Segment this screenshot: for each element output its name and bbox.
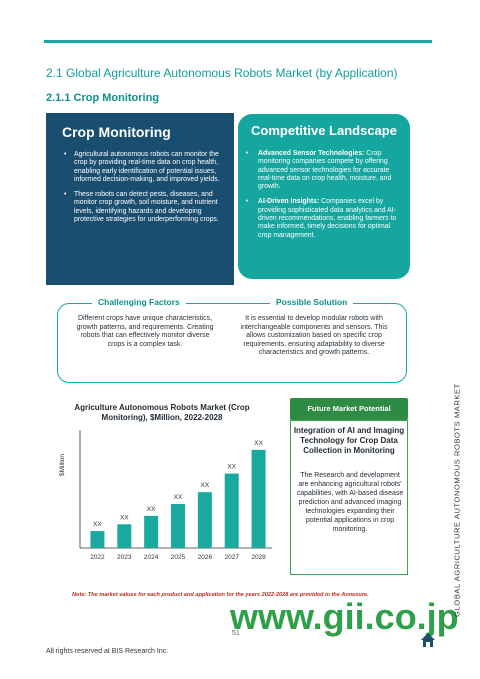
competitive-landscape-title: Competitive Landscape <box>251 123 397 138</box>
annexure-note: Note: The market values for each product… <box>72 592 369 598</box>
chart-bar-2024 <box>144 515 159 548</box>
possible-solution-label: Possible Solution <box>270 297 354 307</box>
home-icon[interactable] <box>420 632 436 648</box>
chart-data-label: XX <box>174 494 183 501</box>
factors-box <box>57 303 407 383</box>
chart-data-label: XX <box>93 521 102 528</box>
chart-bar-2025 <box>171 504 185 548</box>
bullet-text: Companies excel by providing sophisticat… <box>258 198 397 239</box>
copyright: All rights reserved at BIS Research Inc. <box>46 648 169 655</box>
chart-x-tick-label: 2027 <box>224 554 239 561</box>
bullet-heading: AI-Driven Insights: <box>258 198 320 206</box>
chart-data-label: XX <box>254 440 263 447</box>
challenging-factors-text: Different crops have unique characterist… <box>76 315 214 348</box>
chart-data-label: XX <box>227 464 236 471</box>
bullet-text: Crop monitoring companies compete by off… <box>258 150 392 191</box>
bar-chart: $Million XX 2022 XX 2023 XX 2024 XX 2025 XX 2026 X… <box>59 430 272 561</box>
chart-data-label: XX <box>201 482 210 489</box>
page-number: 51 <box>232 630 240 637</box>
y-axis-label: $Million <box>59 454 66 476</box>
future-market-potential-box: Integration of AI and Imaging Technology… <box>290 420 408 575</box>
chart-x-tick-label: 2022 <box>90 554 105 561</box>
chart-x-tick-label: 2024 <box>144 554 159 561</box>
chart-x-tick-label: 2023 <box>117 554 132 561</box>
watermark: www.gii.co.jp <box>230 596 459 637</box>
side-running-title-text: GLOBAL AGRICULTURE AUTONOMOUS ROBOTS MAR… <box>452 383 462 617</box>
competitive-landscape-panel: Competitive Landscape Advanced Sensor Te… <box>238 114 410 279</box>
chart-bar-2028 <box>251 449 266 548</box>
bullet-heading: Advanced Sensor Technologies: <box>258 150 365 157</box>
crop-monitoring-panel: Crop Monitoring Agricultural autonomous … <box>46 113 234 285</box>
bullet-item: Agricultural autonomous robots can monit… <box>64 151 228 184</box>
bullet-item: AI-Driven Insights: Companies excel by p… <box>246 198 402 239</box>
bullet-item: Advanced Sensor Technologies: Crop monit… <box>246 150 402 191</box>
chart-title: Agriculture Autonomous Robots Market (Cr… <box>74 403 250 422</box>
chart-data-label: XX <box>120 514 129 521</box>
future-potential-body: The Research and development are enhanci… <box>296 472 404 533</box>
possible-solution-text: It is essential to develop modular robot… <box>240 315 388 357</box>
chart-bar-2022 <box>90 531 105 548</box>
chart-x-tick-label: 2026 <box>198 554 213 561</box>
bullet-item: These robots can detect pests, diseases,… <box>64 191 228 224</box>
future-potential-heading: Integration of AI and Imaging Technology… <box>293 426 405 455</box>
chart-x-tick-label: 2028 <box>251 554 266 561</box>
chart-data-label: XX <box>147 506 156 513</box>
competitive-landscape-bullets: Advanced Sensor Technologies: Crop monit… <box>246 150 402 247</box>
challenging-factors-label: Challenging Factors <box>92 297 186 307</box>
chart-bar-2023 <box>117 524 132 548</box>
chart-bar-2027 <box>224 473 239 548</box>
crop-monitoring-bullets: Agricultural autonomous robots can monit… <box>64 151 228 231</box>
future-market-potential-tab: Future Market Potential <box>290 398 408 420</box>
section-title: 2.1 Global Agriculture Autonomous Robots… <box>46 66 398 80</box>
crop-monitoring-title: Crop Monitoring <box>62 124 171 140</box>
subsection-title: 2.1.1 Crop Monitoring <box>46 92 160 104</box>
chart-x-tick-label: 2025 <box>171 554 186 561</box>
chart-bar-2026 <box>197 492 212 548</box>
side-running-title: GLOBAL AGRICULTURE AUTONOMOUS ROBOTS MAR… <box>450 380 464 620</box>
header-rule <box>44 40 432 43</box>
